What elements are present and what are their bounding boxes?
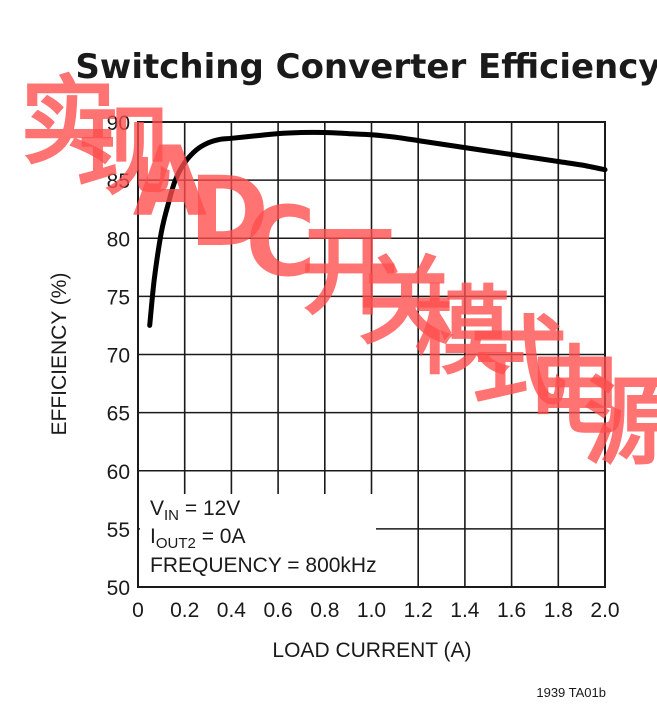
x-tick-label: 2.0: [590, 599, 619, 622]
plot-frame: [137, 121, 606, 588]
y-tick-label: 75: [107, 286, 130, 309]
x-tick-label: 0.4: [217, 599, 247, 622]
x-tick-label: 1.4: [450, 599, 480, 622]
figure-id: 1939 TA01b: [536, 685, 606, 700]
annotation-iout-sub: OUT2: [156, 535, 196, 552]
y-tick-label: 80: [107, 228, 130, 251]
annotation-iout: IOUT2 = 0A: [150, 525, 245, 552]
x-tick-label: 1.8: [544, 599, 573, 622]
y-tick-label: 60: [107, 461, 130, 484]
watermark-glyph: 式: [471, 306, 567, 418]
annotation-vin-sub: IN: [164, 507, 179, 524]
annotation-vin-rest: = 12V: [179, 497, 240, 520]
x-tick-label: 0.2: [170, 599, 199, 622]
x-axis-label: LOAD CURRENT (A): [272, 639, 471, 662]
watermark-glyph: 关: [358, 246, 454, 358]
x-tick-label: 0: [132, 599, 144, 622]
watermark-glyph: 模: [415, 276, 511, 388]
annotation-vin-main: V: [150, 497, 164, 520]
y-tick-label: 55: [107, 519, 130, 542]
y-tick-label: 90: [107, 112, 130, 135]
watermark-glyph: 实: [20, 66, 116, 178]
efficiency-line: [147, 129, 608, 328]
x-tick-labels: 0 0.2 0.4 0.6 0.8 1.0 1.2 1.4 1.6 1.8 2.0: [132, 599, 619, 622]
y-tick-label: 85: [107, 170, 130, 193]
x-tick-label: 0.6: [263, 599, 292, 622]
annotation-iout-rest: = 0A: [196, 525, 246, 548]
watermark-glyph: 电: [527, 336, 623, 448]
x-tick-label: 0.8: [310, 599, 339, 622]
annotation-vin: VIN = 12V: [150, 497, 240, 524]
annotation-frequency: FREQUENCY = 800kHz: [150, 554, 377, 577]
x-tick-label: 1.0: [357, 599, 386, 622]
annotation-backdrop: [140, 494, 376, 586]
y-axis-label: EFFICIENCY (%): [48, 273, 71, 436]
watermark-glyph: 源: [584, 366, 657, 478]
watermark-glyph: C: [246, 186, 316, 298]
y-tick-label: 50: [107, 577, 130, 600]
x-tick-label: 1.2: [404, 599, 433, 622]
y-tick-labels: 50 55 60 65 70 75 80 85 90: [107, 112, 130, 600]
x-tick-label: 1.6: [497, 599, 526, 622]
watermark-glyph: 开: [302, 216, 398, 328]
watermark-glyph: D: [189, 156, 269, 268]
y-tick-label: 70: [107, 345, 130, 368]
annotation-iout-main: I: [150, 525, 156, 548]
chart-title: Switching Converter Efficiency: [75, 47, 657, 87]
watermark-glyph: A: [133, 126, 207, 238]
y-tick-label: 65: [107, 403, 130, 426]
watermark-glyph: 现: [76, 96, 172, 208]
